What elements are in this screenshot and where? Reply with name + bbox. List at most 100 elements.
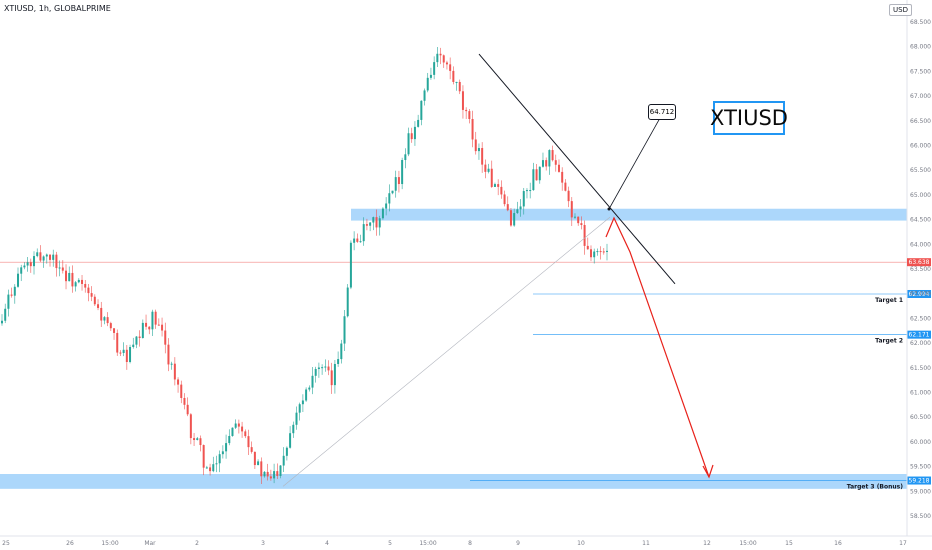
resistance-zone	[351, 208, 907, 221]
candle-body	[237, 423, 240, 427]
candle-body	[90, 293, 93, 297]
candle-body	[602, 251, 605, 253]
candle-body	[170, 363, 173, 365]
y-tick-label: 59.000	[910, 488, 931, 495]
candle-body	[298, 404, 301, 413]
candle-body	[55, 254, 58, 269]
candle-body	[577, 216, 580, 224]
candle-body	[378, 218, 381, 228]
candle-body	[39, 252, 42, 261]
candle-body	[324, 366, 327, 368]
x-tick-label: 5	[388, 540, 392, 547]
y-tick-label: 65.000	[910, 192, 931, 199]
candle-body	[84, 283, 87, 288]
candle-body	[388, 193, 391, 204]
y-tick-label: 61.000	[910, 390, 931, 397]
y-tick-label: 60.500	[910, 414, 931, 421]
candle-body	[269, 476, 272, 479]
candle-body	[221, 451, 224, 455]
candle-body	[509, 210, 512, 226]
candle-body	[122, 349, 125, 353]
y-tick-label: 59.500	[910, 464, 931, 471]
candle-body	[346, 287, 349, 317]
candle-body	[273, 471, 276, 479]
candle-body	[337, 359, 340, 364]
candle-body	[103, 317, 106, 321]
candle-body	[253, 451, 256, 466]
candle-body	[225, 443, 228, 452]
candle-body	[359, 241, 362, 243]
candle-body	[436, 53, 439, 63]
candle-body	[516, 209, 519, 214]
candle-body	[519, 206, 522, 210]
candle-body	[583, 225, 586, 246]
candle-body	[493, 184, 496, 187]
candle-body	[423, 90, 426, 101]
candle-body	[369, 222, 372, 226]
target-price-text: 59.218	[909, 478, 930, 485]
candle-body	[218, 454, 221, 464]
candle-body	[212, 464, 215, 472]
candle-body	[503, 194, 506, 205]
candle-body	[285, 447, 288, 456]
candle-body	[589, 249, 592, 258]
candle-body	[119, 352, 122, 354]
candle-body	[167, 344, 170, 365]
candle-body	[29, 262, 32, 267]
candle-body	[116, 332, 119, 353]
candle-body	[420, 100, 423, 120]
candle-body	[481, 148, 484, 165]
candle-body	[410, 133, 413, 140]
candle-body	[202, 445, 205, 468]
x-tick-label: 3	[261, 540, 265, 547]
candle-body	[183, 397, 186, 405]
x-tick-label: 26	[66, 540, 74, 547]
candle-body	[426, 77, 429, 91]
candle-body	[548, 150, 551, 167]
target-price-tag	[907, 289, 931, 298]
x-tick-label: 12	[703, 540, 711, 547]
candle-body	[596, 251, 599, 253]
candle-body	[58, 267, 61, 269]
candle-body	[365, 224, 368, 226]
candle-body	[561, 171, 564, 183]
candle-body	[199, 438, 202, 446]
candle-body	[260, 461, 263, 477]
candle-body	[45, 254, 48, 257]
candle-body	[385, 203, 388, 209]
candle-body	[321, 367, 324, 369]
candle-body	[484, 164, 487, 172]
descending-trendline	[478, 53, 676, 285]
candle-body	[234, 423, 237, 428]
candle-body	[186, 404, 189, 415]
candle-body	[100, 307, 103, 321]
candle-body	[349, 242, 352, 288]
candle-body	[353, 238, 356, 243]
candle-body	[231, 427, 234, 436]
x-tick-label: 11	[642, 540, 650, 547]
candle-body	[61, 267, 64, 271]
y-tick-label: 64.500	[910, 217, 931, 224]
candle-body	[305, 389, 308, 401]
candle-body	[138, 336, 141, 338]
candle-body	[145, 322, 148, 327]
candle-body	[522, 191, 525, 207]
candle-body	[263, 471, 266, 477]
candle-body	[317, 367, 320, 370]
candle-body	[417, 119, 420, 127]
candle-body	[228, 435, 231, 444]
candle-body	[465, 109, 468, 112]
y-tick-label: 62.000	[910, 340, 931, 347]
target-price-text: 62.171	[909, 332, 930, 339]
candle-body	[205, 467, 208, 469]
candle-body	[513, 213, 516, 226]
candle-body	[570, 201, 573, 218]
candle-body	[487, 168, 490, 172]
candle-body	[157, 324, 160, 326]
currency-label: USD	[889, 4, 912, 16]
x-tick-label: 15:00	[101, 540, 118, 547]
arrow-head	[702, 464, 714, 479]
candle-body	[458, 81, 461, 92]
candle-body	[362, 224, 365, 242]
